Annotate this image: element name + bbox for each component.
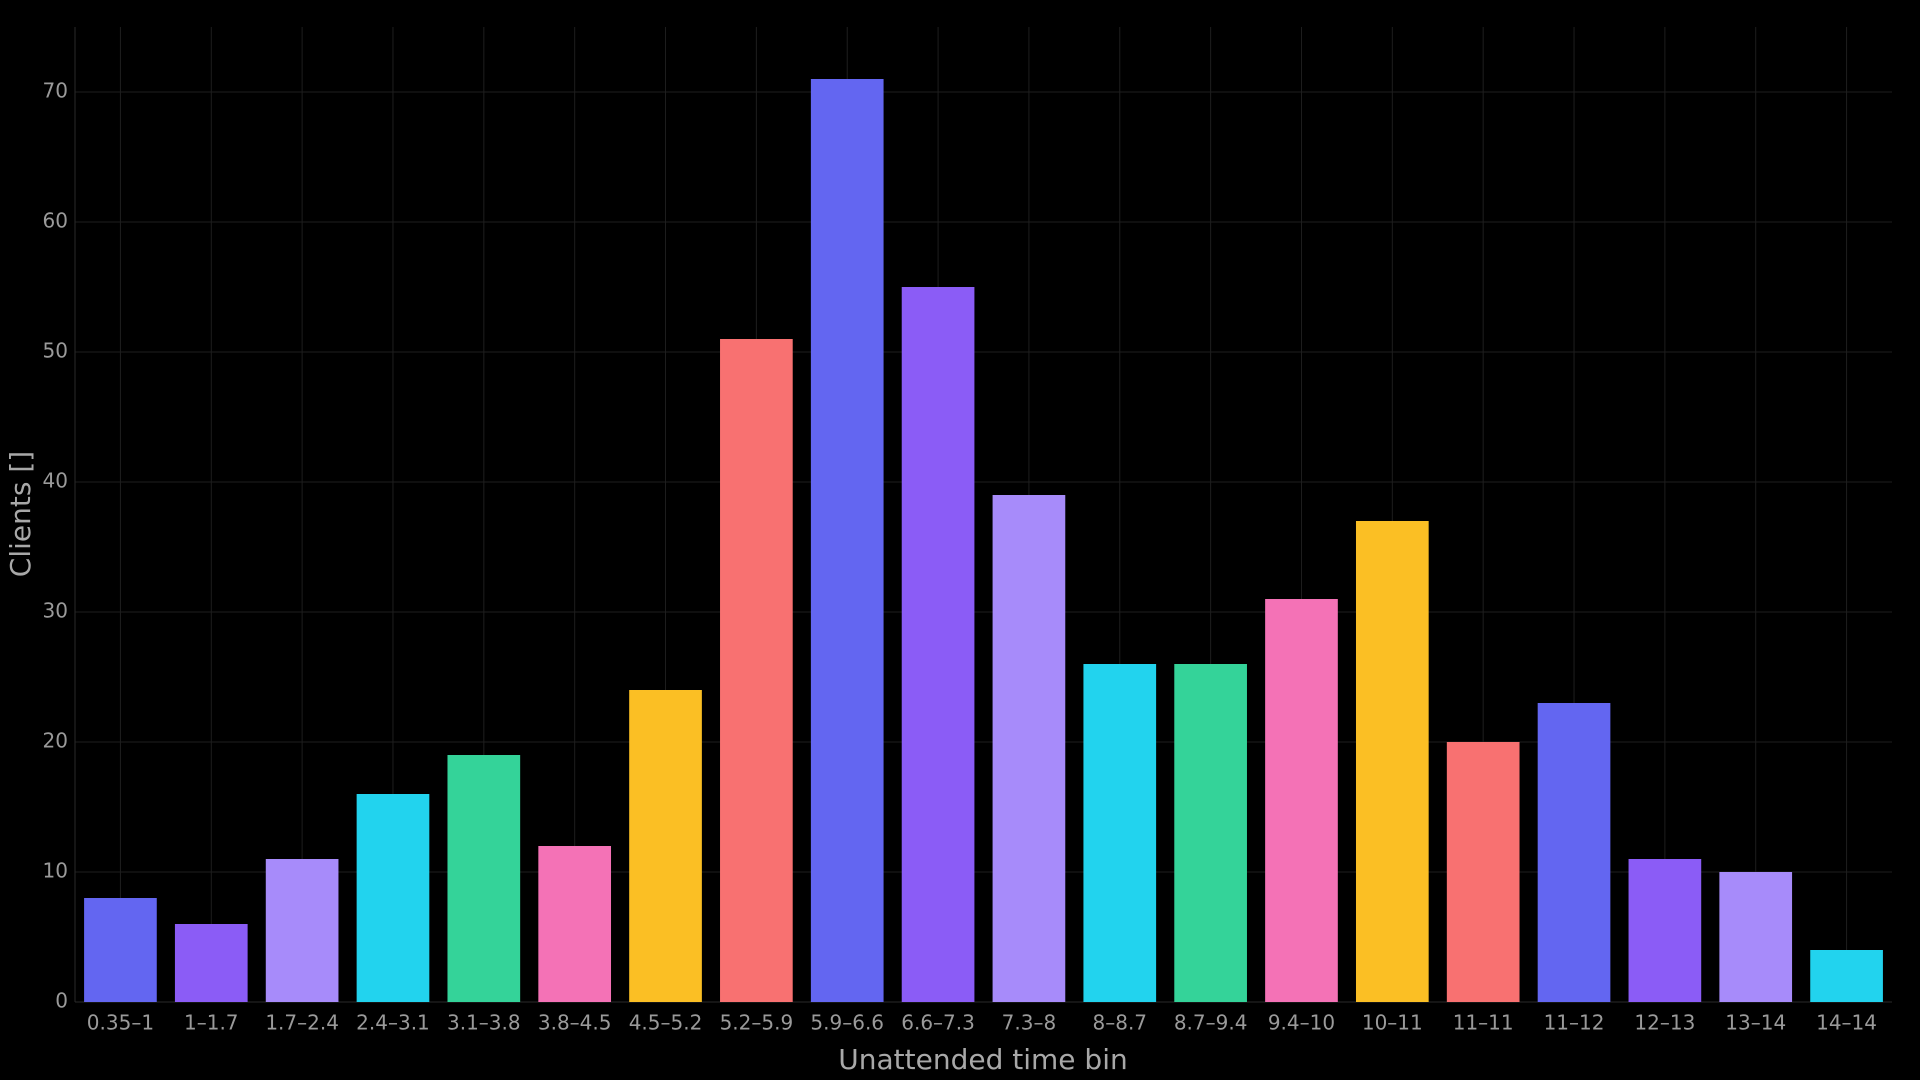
bar <box>992 495 1066 1002</box>
x-tick-label: 2.4–3.1 <box>356 1011 430 1035</box>
y-tick-label: 70 <box>43 79 68 103</box>
x-tick-label: 4.5–5.2 <box>629 1011 703 1035</box>
bar <box>720 339 793 1002</box>
x-tick-label: 14–14 <box>1816 1011 1877 1035</box>
y-tick-label: 60 <box>43 209 68 233</box>
x-tick-label: 1.7–2.4 <box>265 1011 339 1035</box>
bar <box>538 846 612 1002</box>
bar <box>1719 872 1793 1002</box>
bar <box>1355 521 1429 1002</box>
bar <box>1083 664 1157 1002</box>
y-tick-label: 50 <box>43 339 68 363</box>
x-tick-label: 8.7–9.4 <box>1174 1011 1248 1035</box>
y-tick-label: 40 <box>43 469 68 493</box>
bar <box>1265 599 1338 1002</box>
bar <box>1446 742 1520 1002</box>
bar <box>447 755 521 1002</box>
bar <box>356 794 430 1002</box>
x-tick-label: 1–1.7 <box>184 1011 239 1035</box>
x-tick-label: 11–12 <box>1544 1011 1605 1035</box>
bar <box>1810 950 1883 1002</box>
x-tick-label: 8–8.7 <box>1093 1011 1148 1035</box>
x-tick-label: 12–13 <box>1634 1011 1695 1035</box>
bar <box>1628 859 1702 1002</box>
x-tick-label: 3.1–3.8 <box>447 1011 521 1035</box>
bar <box>265 859 339 1002</box>
bar <box>810 79 884 1002</box>
bar <box>629 690 702 1002</box>
x-tick-label: 6.6–7.3 <box>901 1011 975 1035</box>
x-tick-label: 5.2–5.9 <box>720 1011 794 1035</box>
bar <box>174 924 248 1002</box>
y-tick-label: 20 <box>43 729 68 753</box>
x-tick-label: 7.3–8 <box>1002 1011 1057 1035</box>
bar <box>901 287 975 1002</box>
bar <box>1174 664 1247 1002</box>
x-tick-label: 11–11 <box>1453 1011 1514 1035</box>
y-tick-label: 10 <box>43 859 68 883</box>
y-tick-label: 0 <box>55 989 68 1013</box>
x-tick-label: 10–11 <box>1362 1011 1423 1035</box>
x-tick-label: 3.8–4.5 <box>538 1011 612 1035</box>
bar <box>84 898 157 1002</box>
y-tick-label: 30 <box>43 599 68 623</box>
x-tick-label: 5.9–6.6 <box>810 1011 884 1035</box>
y-axis-title: Clients [] <box>4 451 37 577</box>
x-tick-label: 9.4–10 <box>1268 1011 1335 1035</box>
x-tick-label: 0.35–1 <box>87 1011 154 1035</box>
bar <box>1537 703 1611 1002</box>
x-tick-label: 13–14 <box>1725 1011 1786 1035</box>
x-axis-title: Unattended time bin <box>838 1043 1127 1076</box>
